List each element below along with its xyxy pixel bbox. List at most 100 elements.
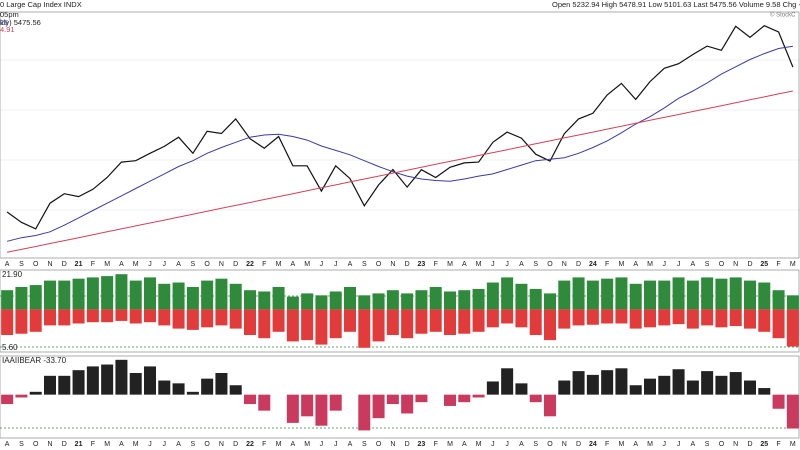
bar xyxy=(258,309,271,339)
bar xyxy=(1,394,14,405)
x-tick-label: A xyxy=(519,441,524,448)
x-tick-label: N xyxy=(219,261,224,268)
bar xyxy=(115,274,128,310)
bar xyxy=(258,291,271,310)
bar xyxy=(101,276,114,310)
x-tick-label: D xyxy=(747,441,752,448)
bar xyxy=(386,290,399,310)
bar xyxy=(515,283,528,310)
bar xyxy=(572,277,585,310)
x-tick-label: M xyxy=(476,261,482,268)
x-tick-label: M xyxy=(133,441,139,448)
x-tick-label: A xyxy=(291,441,296,448)
x-tick-label: A xyxy=(691,261,696,268)
bar xyxy=(758,309,771,332)
bar xyxy=(586,374,599,395)
x-tick-label: J xyxy=(505,441,509,448)
bar xyxy=(586,280,599,310)
x-tick-label: M xyxy=(133,261,139,268)
x-tick-label: 25 xyxy=(760,261,768,268)
bar xyxy=(715,278,728,310)
bar xyxy=(29,285,42,310)
bar xyxy=(272,309,285,332)
bar xyxy=(229,309,242,329)
bar xyxy=(586,309,599,325)
bar xyxy=(415,309,428,334)
bar xyxy=(786,295,799,310)
x-tick-label: M xyxy=(619,441,625,448)
x-tick-label: M xyxy=(276,261,282,268)
x-tick-label: A xyxy=(519,261,524,268)
bar xyxy=(358,394,371,431)
x-tick-label: A xyxy=(633,441,638,448)
x-tick-label: F xyxy=(776,441,780,448)
bar xyxy=(229,283,242,310)
x-tick-label: A xyxy=(119,261,124,268)
bar xyxy=(729,277,742,310)
x-tick-label: D xyxy=(405,261,410,268)
x-tick-label: N xyxy=(219,441,224,448)
bar xyxy=(558,309,571,329)
bar xyxy=(44,309,56,326)
bar xyxy=(215,309,228,326)
bar xyxy=(144,277,156,310)
bar xyxy=(72,370,85,395)
x-tick-label: M xyxy=(304,261,310,268)
bar xyxy=(129,373,142,395)
x-tick-label: 23 xyxy=(418,441,426,448)
bar xyxy=(401,394,414,414)
x-tick-label: J xyxy=(491,441,495,448)
x-tick-label: M xyxy=(476,441,482,448)
legend-entry: 21.90 xyxy=(2,270,23,279)
bar xyxy=(72,309,85,324)
bar xyxy=(115,309,128,321)
bar xyxy=(315,394,328,426)
legend-entry: 5.60 xyxy=(2,343,18,352)
x-tick-label: N xyxy=(733,441,738,448)
bar xyxy=(372,293,385,310)
bar xyxy=(144,309,156,323)
x-tick-label: M xyxy=(647,261,653,268)
x-tick-label: D xyxy=(233,261,238,268)
x-tick-label: A xyxy=(5,441,10,448)
bar xyxy=(58,280,71,310)
bar xyxy=(158,309,171,326)
x-tick-label: A xyxy=(176,441,181,448)
bar xyxy=(615,368,628,395)
x-tick-label: 24 xyxy=(589,261,597,268)
bar xyxy=(286,296,299,310)
bar xyxy=(86,277,99,310)
bar xyxy=(129,309,142,324)
x-tick-label: M xyxy=(447,261,453,268)
bar xyxy=(515,309,528,328)
bar xyxy=(272,287,285,310)
bar xyxy=(144,366,156,395)
x-tick-label: A xyxy=(633,261,638,268)
header-line: 05pm xyxy=(0,10,19,19)
bar xyxy=(358,295,371,310)
x-tick-label: M xyxy=(619,261,625,268)
bar xyxy=(415,394,428,403)
bar xyxy=(672,277,685,310)
x-tick-label: S xyxy=(533,441,538,448)
bar xyxy=(644,280,656,310)
x-tick-label: J xyxy=(148,441,152,448)
bar xyxy=(658,309,671,326)
bar xyxy=(301,309,314,341)
bar xyxy=(201,280,214,310)
bar xyxy=(672,369,685,395)
bar xyxy=(615,309,628,324)
bar xyxy=(86,309,99,323)
x-tick-label: M xyxy=(447,441,453,448)
bar xyxy=(544,309,556,341)
bar xyxy=(715,375,728,395)
x-tick-label: F xyxy=(91,441,95,448)
x-tick-label: D xyxy=(62,261,67,268)
bar xyxy=(772,394,785,409)
chart-title: 0 Large Cap Index INDX xyxy=(0,0,82,9)
bar xyxy=(229,385,242,395)
bar xyxy=(444,394,456,406)
bar xyxy=(215,373,228,395)
x-tick-label: O xyxy=(719,441,725,448)
x-tick-label: J xyxy=(148,261,152,268)
